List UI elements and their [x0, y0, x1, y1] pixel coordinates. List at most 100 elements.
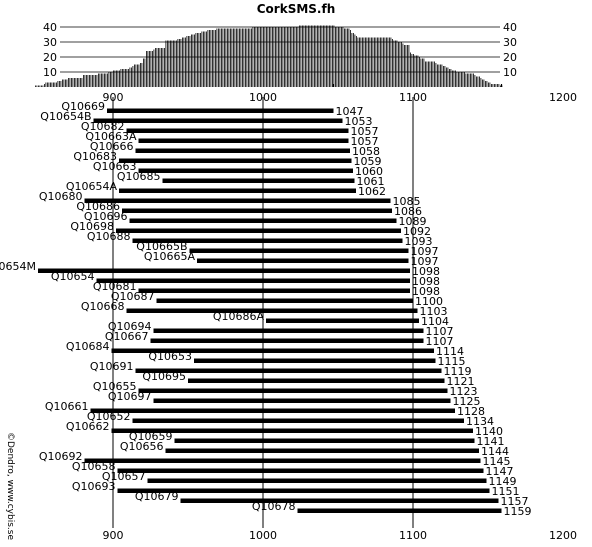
sample-name-label: Q10666: [90, 140, 134, 153]
histogram-bar: [56, 82, 57, 87]
sample-bar: [156, 298, 413, 303]
histogram-bar: [278, 27, 279, 87]
histogram-bar: [198, 33, 200, 87]
histogram-bar: [110, 72, 111, 87]
histogram-bar: [356, 36, 357, 87]
histogram-bar: [336, 27, 338, 87]
histogram-bar: [392, 39, 393, 87]
histogram-bar: [132, 66, 134, 87]
histogram-bar: [261, 27, 263, 87]
histogram-bar: [138, 64, 140, 87]
histogram-bar: [483, 79, 485, 87]
histogram-bar: [263, 27, 264, 87]
sample-end-label: 1100: [415, 295, 443, 308]
histogram-bar: [59, 81, 60, 87]
histogram-bar: [290, 27, 291, 87]
histogram-bar: [347, 28, 348, 87]
histogram-bar: [78, 78, 80, 87]
histogram-bar: [462, 72, 464, 87]
sample-name-label: Q10665A: [144, 250, 196, 263]
histogram-bar: [465, 73, 467, 87]
histogram-bar: [83, 75, 84, 87]
histogram-bar: [222, 28, 224, 87]
sample-end-label: 1103: [420, 305, 448, 318]
histogram-bar: [480, 78, 482, 87]
histogram-bar: [225, 28, 227, 87]
sample-name-label: Q10684: [66, 340, 110, 353]
histogram-bar: [488, 82, 489, 87]
histogram-bar: [89, 75, 90, 87]
histogram-bar: [164, 48, 165, 87]
histogram-bar: [210, 30, 212, 87]
histogram-bar: [414, 55, 416, 87]
x-tick-label-bottom: 900: [103, 529, 124, 542]
histogram-bar: [75, 78, 77, 87]
histogram-bar: [197, 33, 198, 87]
histogram-bar: [285, 27, 287, 87]
sample-bar: [174, 438, 475, 443]
sample-bar: [132, 418, 464, 423]
histogram-bar: [50, 82, 51, 87]
histogram-bar: [269, 27, 270, 87]
histogram-bar: [63, 79, 65, 87]
histogram-bar: [111, 72, 113, 87]
histogram-bar: [228, 28, 230, 87]
sample-name-label: Q10694: [108, 320, 152, 333]
sample-bar: [153, 328, 424, 333]
histogram-bar: [135, 64, 137, 87]
coverage-histogram: 10 10 20 20 30 30 40 40: [35, 21, 517, 87]
histogram-bar: [272, 27, 273, 87]
histogram-bar: [216, 28, 218, 87]
sample-end-label: 1057: [351, 125, 379, 138]
sample-name-label: Q10658: [72, 460, 116, 473]
histogram-bar: [276, 27, 278, 87]
sample-bar: [117, 488, 490, 493]
sample-name-label: Q10687: [111, 290, 155, 303]
histogram-bar: [243, 28, 245, 87]
histogram-bar: [411, 54, 413, 87]
sample-end-label: 1107: [426, 325, 454, 338]
sample-end-label: 1115: [438, 355, 466, 368]
histogram-bar: [435, 63, 437, 87]
histogram-bar: [195, 33, 197, 87]
sample-bar: [135, 368, 442, 373]
histogram-bar: [450, 69, 452, 87]
histogram-bar: [233, 28, 234, 87]
sample-bar: [90, 408, 455, 413]
histogram-bar: [260, 27, 261, 87]
sample-end-label: 1114: [436, 345, 464, 358]
sample-end-label: 1061: [357, 175, 385, 188]
histogram-bar: [305, 25, 306, 87]
histogram-bar: [36, 85, 38, 87]
histogram-bar: [315, 25, 317, 87]
histogram-bar: [203, 31, 204, 87]
histogram-bar: [416, 55, 417, 87]
sample-bar: [162, 178, 355, 183]
histogram-bar-marker: [332, 84, 335, 87]
histogram-bar: [423, 58, 425, 87]
sample-end-label: 1085: [393, 195, 421, 208]
histogram-bar-marker: [500, 84, 503, 87]
sample-bar: [107, 108, 334, 113]
histogram-bar: [407, 45, 408, 87]
histogram-bar: [425, 61, 426, 87]
histogram-bar: [366, 37, 368, 87]
histogram-bar: [155, 48, 156, 87]
histogram-bar: [218, 28, 219, 87]
histogram-bar: [303, 25, 305, 87]
histogram-bar: [146, 51, 147, 87]
histogram-bar: [408, 45, 410, 87]
histogram-bar: [314, 25, 315, 87]
sample-end-label: 1140: [475, 425, 503, 438]
histogram-bar: [119, 70, 120, 87]
sample-name-label: Q10691: [90, 360, 134, 373]
histogram-bar: [401, 42, 402, 87]
sample-bar: [138, 168, 353, 173]
x-tick-label-top: 1100: [399, 91, 427, 104]
histogram-bar: [491, 84, 492, 87]
sample-bar: [119, 158, 352, 163]
histogram-bar: [66, 79, 68, 87]
histogram-bar: [441, 64, 443, 87]
sample-name-label: Q10652: [87, 410, 131, 423]
histogram-bar: [77, 78, 78, 87]
